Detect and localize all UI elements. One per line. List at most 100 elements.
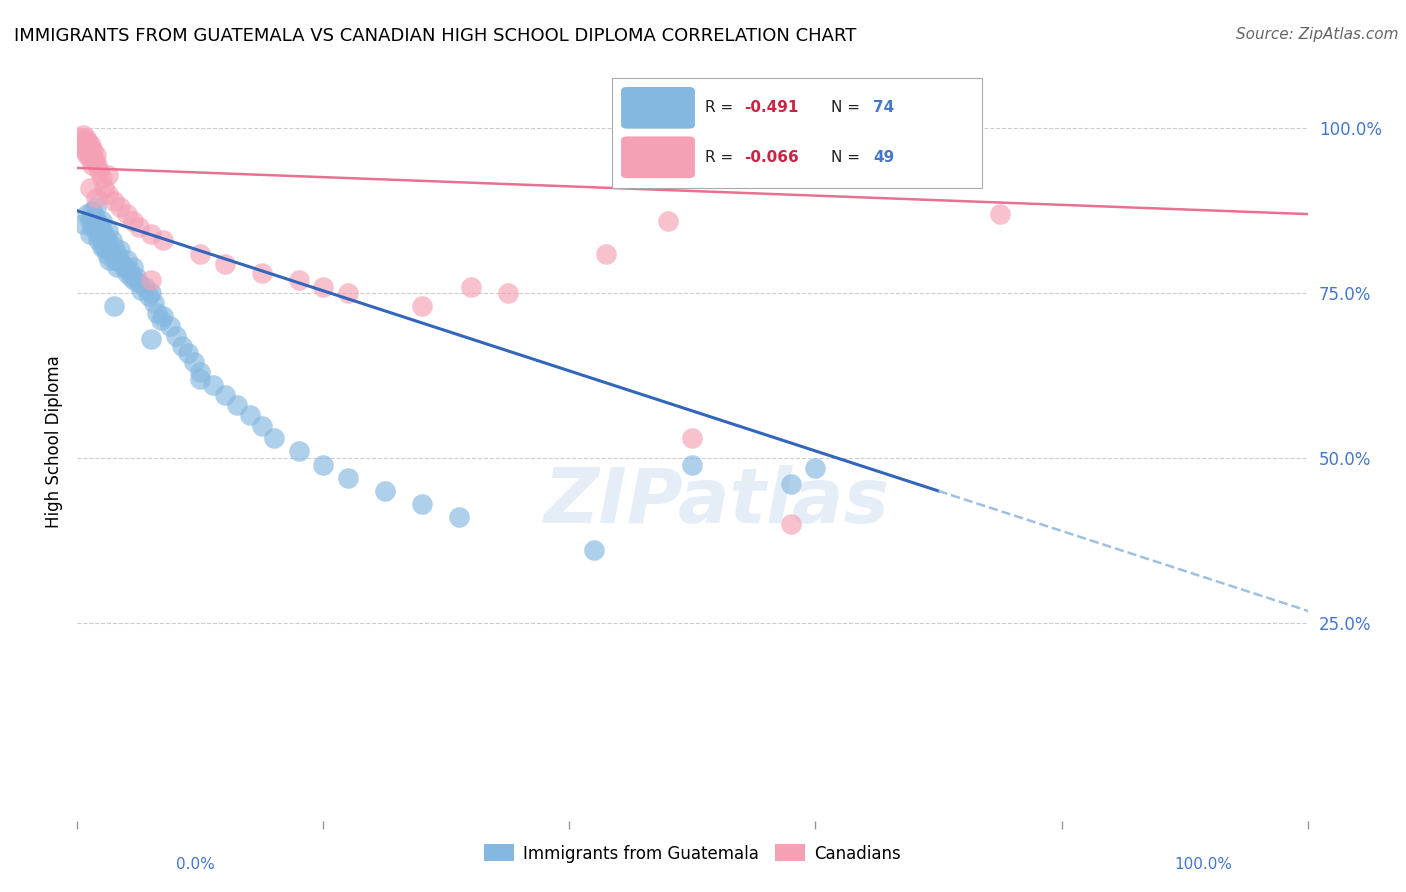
- Point: [93, 240, 115, 254]
- Point: [89, 217, 111, 231]
- Text: ZIPatlas: ZIPatlas: [544, 466, 890, 539]
- Point: [288, 273, 311, 287]
- Point: [82, 220, 104, 235]
- Point: [141, 227, 163, 241]
- Point: [90, 170, 114, 185]
- Text: 49: 49: [873, 150, 894, 165]
- Point: [188, 372, 212, 386]
- Point: [83, 154, 105, 169]
- Point: [337, 286, 360, 301]
- Point: [146, 306, 169, 320]
- Point: [312, 458, 335, 472]
- Point: [103, 240, 125, 254]
- Point: [93, 180, 115, 194]
- Point: [82, 145, 104, 159]
- Point: [112, 260, 135, 274]
- Point: [105, 246, 128, 260]
- Point: [141, 286, 163, 301]
- Point: [115, 253, 138, 268]
- Point: [79, 227, 101, 241]
- Point: [118, 263, 141, 277]
- Point: [72, 128, 94, 142]
- Point: [76, 147, 98, 161]
- Point: [75, 141, 97, 155]
- Point: [214, 256, 236, 270]
- Point: [152, 234, 174, 248]
- Point: [226, 398, 249, 412]
- Point: [134, 279, 156, 293]
- Point: [84, 220, 107, 235]
- Point: [170, 339, 193, 353]
- Point: [79, 180, 101, 194]
- Point: [411, 497, 433, 511]
- Point: [447, 510, 470, 524]
- Point: [82, 158, 104, 172]
- Point: [84, 147, 107, 161]
- Point: [682, 431, 704, 445]
- Point: [89, 164, 111, 178]
- Point: [138, 289, 160, 303]
- Point: [86, 227, 108, 241]
- Point: [141, 273, 163, 287]
- Point: [79, 151, 101, 165]
- Point: [76, 207, 98, 221]
- Point: [82, 203, 104, 218]
- Point: [201, 378, 224, 392]
- Text: N =: N =: [831, 100, 865, 115]
- Text: R =: R =: [704, 100, 738, 115]
- Point: [101, 246, 124, 260]
- Text: 100.0%: 100.0%: [1174, 857, 1233, 872]
- Text: -0.491: -0.491: [744, 100, 799, 115]
- Point: [121, 269, 143, 284]
- Point: [93, 227, 115, 241]
- Point: [70, 131, 93, 145]
- Point: [657, 213, 679, 227]
- Point: [111, 256, 132, 270]
- Text: -0.066: -0.066: [744, 150, 799, 165]
- Point: [70, 137, 93, 152]
- Point: [87, 234, 110, 248]
- Point: [72, 217, 94, 231]
- Point: [595, 246, 617, 260]
- Point: [83, 211, 105, 225]
- Point: [89, 230, 111, 244]
- Point: [141, 332, 163, 346]
- Point: [496, 286, 519, 301]
- Point: [128, 277, 150, 291]
- Text: N =: N =: [831, 150, 865, 165]
- Point: [97, 223, 120, 237]
- Point: [239, 408, 262, 422]
- Point: [82, 147, 104, 161]
- Point: [460, 279, 482, 293]
- Point: [152, 310, 174, 324]
- Point: [77, 145, 100, 159]
- Point: [150, 312, 173, 326]
- Point: [121, 260, 143, 274]
- Point: [188, 365, 212, 379]
- Point: [103, 299, 125, 313]
- Point: [125, 269, 148, 284]
- Point: [73, 135, 96, 149]
- Point: [105, 260, 128, 274]
- Point: [115, 267, 138, 281]
- Point: [780, 477, 803, 491]
- Point: [122, 273, 145, 287]
- Point: [76, 137, 98, 152]
- Point: [177, 345, 200, 359]
- Point: [804, 461, 827, 475]
- Point: [250, 419, 273, 434]
- FancyBboxPatch shape: [621, 136, 695, 178]
- Point: [682, 458, 704, 472]
- Point: [411, 299, 433, 313]
- Point: [374, 483, 396, 498]
- Point: [263, 431, 285, 445]
- Point: [110, 201, 132, 215]
- Point: [103, 253, 125, 268]
- Point: [101, 234, 124, 248]
- Point: [121, 213, 143, 227]
- Point: [73, 145, 96, 159]
- Point: [214, 388, 236, 402]
- Point: [90, 213, 114, 227]
- Point: [288, 444, 311, 458]
- Point: [780, 516, 803, 531]
